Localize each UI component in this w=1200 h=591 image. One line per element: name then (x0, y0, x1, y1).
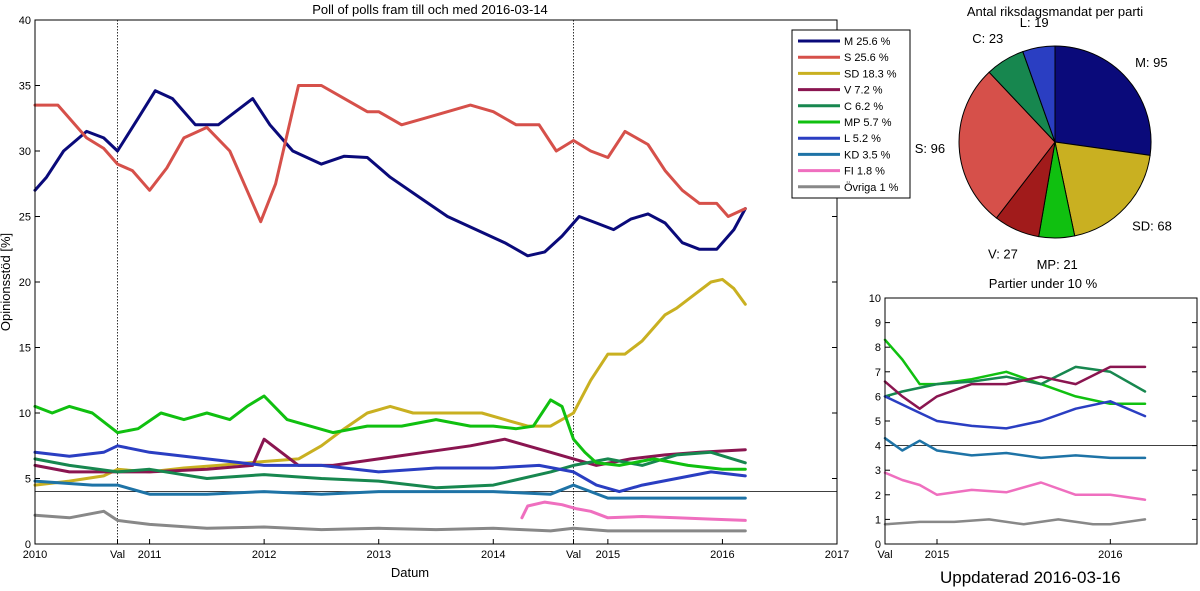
main-x-tick-label: 2016 (710, 549, 734, 561)
small-series-l (883, 395, 1147, 430)
legend-label-c-6-2: C 6.2 % (844, 101, 883, 113)
pie-label-s: S: 96 (915, 141, 945, 156)
main-x-tick-label: 2011 (138, 549, 162, 561)
small-y-tick-label: 6 (875, 391, 881, 403)
pie-label-m: M: 95 (1135, 55, 1168, 70)
pie-slice-s (958, 71, 1056, 219)
small-y-tick-label: 0 (875, 539, 881, 551)
small-y-tick-label: 1 (875, 514, 881, 526)
main-y-tick-label: 15 (19, 343, 31, 355)
main-plot-frame (34, 19, 838, 545)
main-x-tick-label: 2017 (825, 549, 849, 561)
main-y-axis-label: Opinionsstöd [%] (0, 233, 13, 331)
main-y-tick-label: 20 (19, 277, 31, 289)
main-x-tick-label: Val (110, 549, 125, 561)
main-series-l-5-2 (33, 444, 747, 494)
main-series-mp-5-7 (33, 394, 747, 471)
pie-label-v: V: 27 (988, 247, 1018, 262)
legend-label-sd-18-3: SD 18.3 % (844, 68, 897, 80)
main-x-tick-label: 2015 (596, 549, 620, 561)
main-y-tick-label: 30 (19, 146, 31, 158)
main-series-kd-3-5 (33, 479, 747, 500)
main-line-chart: Poll of polls fram till och med 2016-03-… (0, 2, 911, 580)
legend-label-mp-5-7: MP 5.7 % (844, 117, 892, 129)
legend-label-kd-3-5: KD 3.5 % (844, 149, 891, 161)
small-x-tick-label: 2016 (1098, 549, 1122, 561)
small-series-c (883, 365, 1147, 398)
main-y-tick-label: 10 (19, 408, 31, 420)
pie-chart-title: Antal riksdagsmandat per parti (967, 4, 1143, 19)
updated-date-label: Uppdaterad 2016-03-16 (940, 568, 1121, 587)
small-y-tick-label: 10 (869, 293, 881, 305)
pie-slice-m (1054, 45, 1152, 156)
small-y-tick-label: 9 (875, 318, 881, 330)
pie-slice-l (1022, 45, 1056, 143)
legend-label-l-5-2: L 5.2 % (844, 133, 881, 145)
small-x-tick-label: 2015 (925, 549, 949, 561)
main-y-tick-label: 40 (19, 15, 31, 27)
small-y-tick-label: 7 (875, 367, 881, 379)
pie-label-l: L: 19 (1020, 15, 1049, 30)
main-series-s-25-6 (33, 84, 747, 224)
pie-label-c: C: 23 (972, 31, 1003, 46)
main-series-sd-18-3 (33, 277, 747, 487)
main-y-tick-label: 0 (25, 539, 31, 551)
small-y-tick-label: 2 (875, 490, 881, 502)
main-series-ovriga-1 (33, 509, 747, 533)
legend-label-v-7-2: V 7.2 % (844, 85, 883, 97)
main-x-tick-label: 2010 (23, 549, 47, 561)
small-y-tick-label: 8 (875, 342, 881, 354)
small-line-chart: Partier under 10 % 0 1 2 3 4 5 6 7 8 9 10 Val 2015 20… (869, 276, 1198, 561)
main-x-tick-label: 2013 (366, 549, 390, 561)
small-chart-title: Partier under 10 % (989, 276, 1098, 291)
small-y-tick-label: 5 (875, 416, 881, 428)
main-x-tick-label: 2014 (481, 549, 505, 561)
small-plot-frame (884, 297, 1198, 545)
main-y-tick-label: 5 (25, 474, 31, 486)
main-series-fi-1-8 (520, 500, 747, 522)
main-x-tick-label: Val (566, 549, 581, 561)
small-x-tick-label: Val (877, 549, 892, 561)
main-x-axis-label: Datum (391, 565, 429, 580)
main-legend: M 25.6 % S 25.6 % SD 18.3 % V 7.2 % C 6.2 % M… (791, 29, 911, 199)
small-series-ovriga (883, 518, 1147, 526)
main-series-c-6-2 (33, 450, 747, 490)
legend-label-m-25-6: M 25.6 % (844, 36, 891, 48)
small-series-mp (883, 338, 1147, 406)
small-y-tick-label: 3 (875, 465, 881, 477)
small-series-kd (883, 436, 1147, 460)
seat-pie-chart: Antal riksdagsmandat per parti M: 95 SD: … (915, 4, 1172, 272)
pie-label-mp: MP: 21 (1037, 257, 1078, 272)
small-series-fi (883, 471, 1147, 501)
pie-label-sd: SD: 68 (1132, 218, 1172, 233)
pie-slice-sd (1054, 141, 1151, 237)
main-series-m-25-6 (33, 89, 747, 258)
legend-label-s-25-6: S 25.6 % (844, 52, 889, 64)
main-y-tick-label: 35 (19, 81, 31, 93)
main-y-tick-label: 25 (19, 212, 31, 224)
main-series-v-7-2 (33, 437, 747, 474)
legend-label-fi-1-8: FI 1.8 % (844, 166, 885, 178)
small-series-v (883, 365, 1147, 410)
main-chart-title: Poll of polls fram till och med 2016-03-… (312, 2, 548, 17)
main-x-tick-label: 2012 (252, 549, 276, 561)
legend-label-ovriga-1: Övriga 1 % (844, 182, 899, 194)
small-y-tick-label: 4 (875, 441, 881, 453)
